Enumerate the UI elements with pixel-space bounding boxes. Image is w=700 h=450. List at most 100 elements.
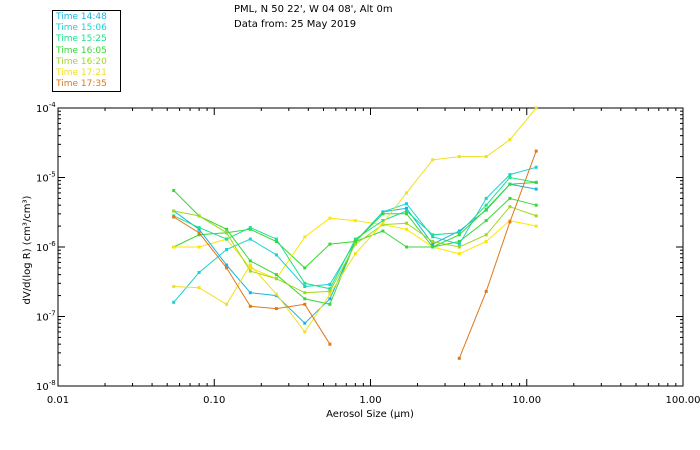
data-point — [508, 138, 512, 142]
data-point — [197, 245, 201, 249]
legend-item: Time 15:25 — [56, 34, 107, 45]
data-point — [381, 221, 385, 225]
data-point — [303, 330, 307, 334]
data-point — [248, 304, 252, 308]
data-point — [457, 240, 461, 243]
data-point — [508, 176, 512, 179]
data-point — [248, 227, 252, 231]
data-point — [381, 212, 385, 216]
data-point — [484, 203, 488, 207]
data-point — [172, 215, 176, 219]
data-point — [248, 266, 252, 270]
x-axis-label: Aerosol Size (μm) — [326, 409, 414, 420]
data-point — [172, 245, 176, 249]
data-point — [303, 266, 307, 270]
data-point — [353, 252, 357, 256]
data-point — [353, 242, 357, 246]
data-point — [508, 220, 512, 224]
series-layer — [172, 106, 538, 360]
data-point — [197, 231, 201, 235]
data-point — [225, 302, 229, 306]
data-point — [197, 233, 201, 237]
data-point — [381, 229, 385, 233]
data-point — [172, 300, 176, 304]
legend: Time 14:48 Time 15:06 Time 15:25 Time 16:05… — [52, 10, 121, 92]
data-point — [534, 180, 538, 184]
data-point — [457, 356, 461, 360]
x-tick-label: 1.00 — [359, 395, 381, 406]
y-tick-label: 10-6 — [36, 240, 56, 254]
data-point — [328, 302, 332, 306]
legend-item: Time 17:21 — [56, 68, 107, 79]
data-point — [197, 214, 201, 218]
data-point — [457, 229, 461, 233]
legend-item: Time 15:06 — [56, 23, 107, 34]
data-point — [534, 149, 538, 153]
data-point — [274, 307, 278, 311]
y-axis-label: dV/d(log R) (cm³/cm³) — [22, 195, 33, 304]
data-point — [405, 221, 408, 225]
data-point — [484, 219, 488, 223]
y-tick-label: 10-7 — [36, 310, 56, 324]
data-point — [353, 240, 357, 243]
data-point — [508, 173, 512, 177]
data-point — [405, 245, 408, 249]
data-point — [405, 191, 408, 195]
data-point — [225, 266, 229, 270]
data-point — [457, 231, 461, 235]
data-date: Data from: 25 May 2019 — [234, 19, 357, 30]
data-point — [534, 203, 538, 207]
data-point — [457, 245, 461, 249]
data-point — [534, 214, 538, 218]
data-point — [303, 285, 307, 288]
data-point — [353, 237, 357, 241]
data-point — [484, 196, 488, 200]
data-point — [328, 342, 332, 346]
data-point — [274, 237, 278, 241]
data-point — [457, 233, 461, 237]
legend-item: Time 16:20 — [56, 56, 107, 67]
data-point — [405, 209, 408, 213]
data-point — [303, 291, 307, 295]
data-point — [484, 240, 488, 243]
data-point — [274, 240, 278, 243]
data-point — [303, 281, 307, 285]
data-point — [225, 248, 229, 251]
data-point — [225, 237, 229, 241]
data-point — [328, 242, 332, 246]
data-point — [431, 233, 435, 237]
legend-item: Time 16:05 — [56, 45, 107, 56]
data-point — [484, 233, 488, 237]
y-tick-label: 10-8 — [36, 379, 56, 393]
data-point — [248, 291, 252, 295]
plot-frame — [57, 107, 684, 387]
y-tick-label: 10-5 — [36, 171, 56, 185]
data-point — [274, 277, 278, 281]
data-point — [508, 182, 512, 186]
data-point — [172, 209, 176, 213]
data-point — [381, 219, 385, 223]
data-point — [248, 263, 252, 267]
legend-item: Time 17:35 — [56, 79, 107, 90]
data-point — [405, 202, 408, 206]
data-point — [405, 206, 408, 210]
data-point — [353, 219, 357, 223]
data-point — [197, 227, 201, 231]
data-point — [405, 212, 408, 216]
x-tick-label: 0.01 — [47, 395, 69, 406]
data-point — [484, 289, 488, 293]
data-point — [328, 297, 332, 301]
data-point — [172, 285, 176, 288]
data-point — [534, 165, 538, 169]
data-point — [508, 205, 512, 209]
x-tick-label: 100.00 — [666, 395, 700, 406]
series-line — [458, 150, 537, 359]
data-point — [431, 158, 435, 162]
data-point — [303, 297, 307, 301]
data-point — [431, 235, 435, 239]
legend-item: Time 14:48 — [56, 12, 107, 22]
data-point — [303, 235, 307, 239]
data-point — [197, 226, 201, 230]
x-tick-label: 10.00 — [512, 395, 541, 406]
data-point — [303, 302, 307, 306]
